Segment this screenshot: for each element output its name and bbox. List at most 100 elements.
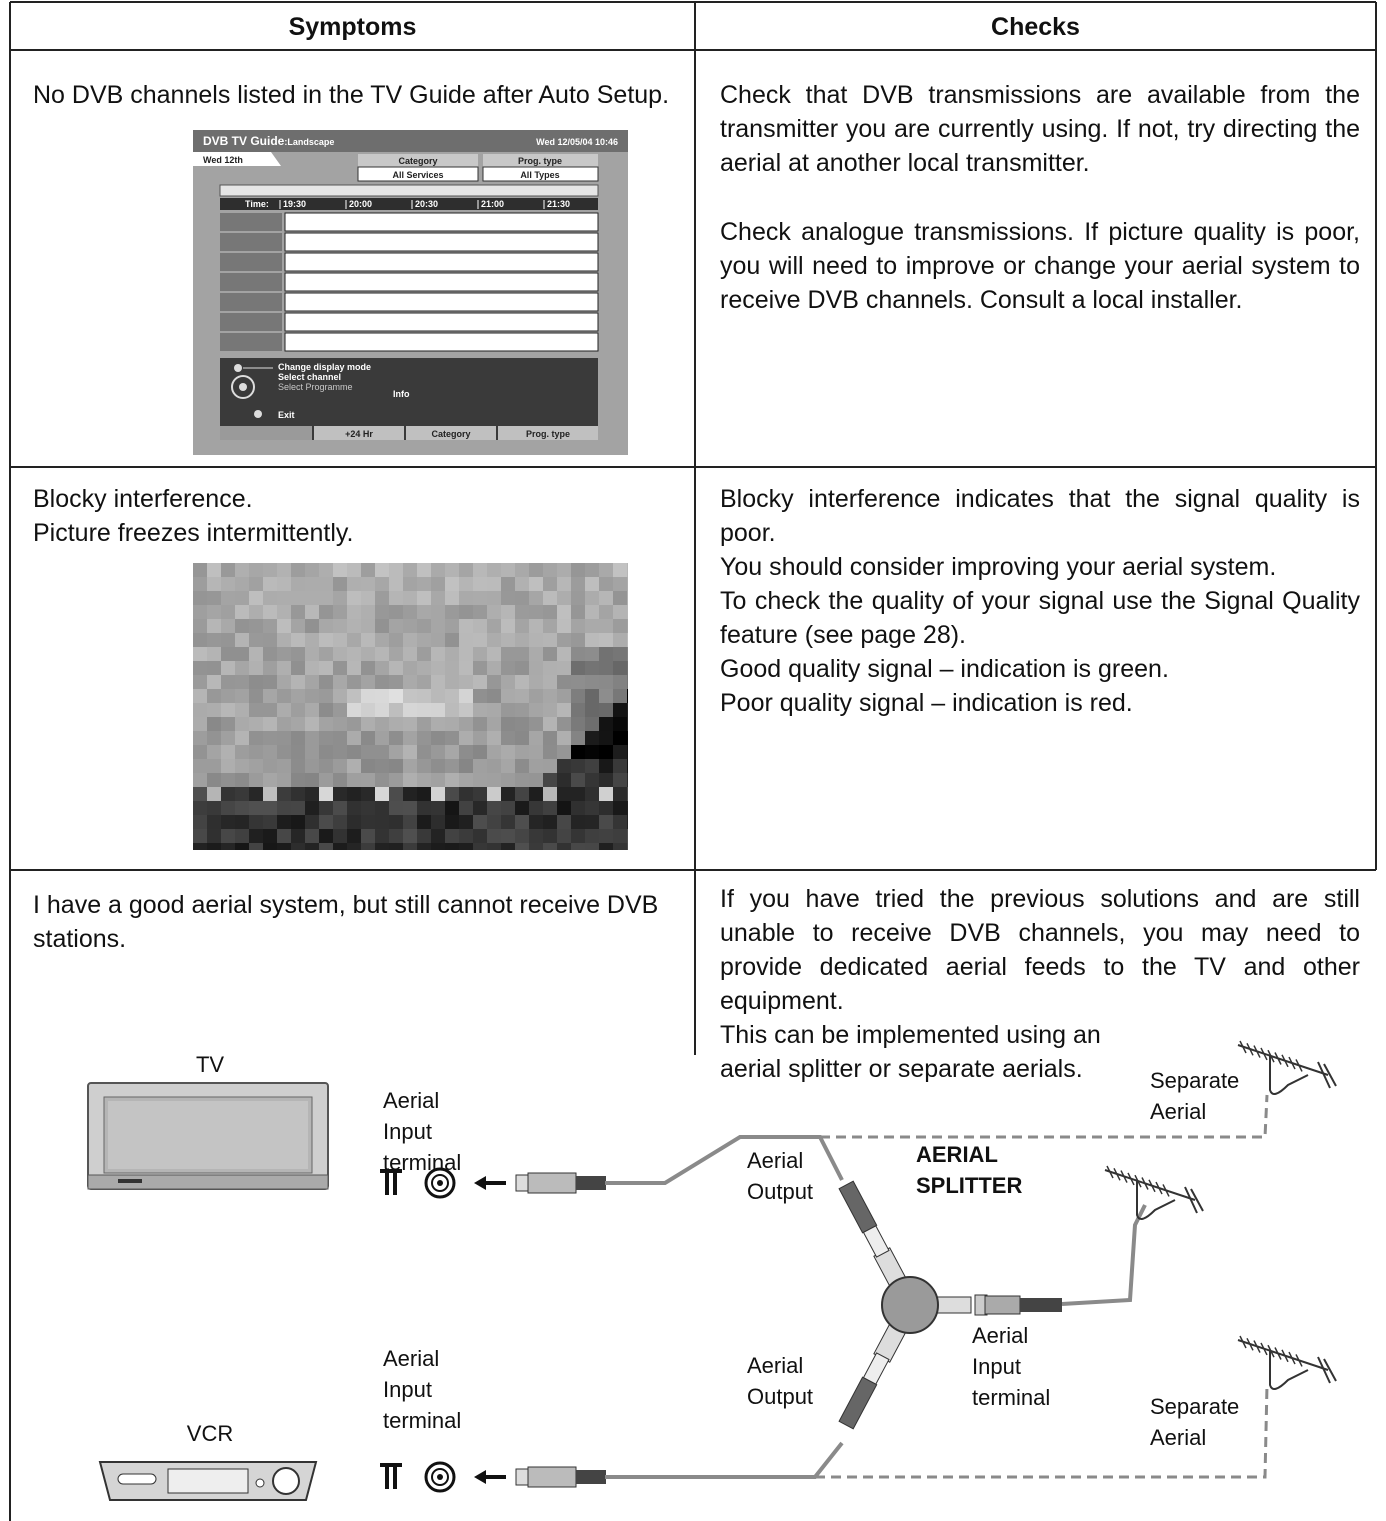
- picture-block: [319, 563, 333, 577]
- picture-block: [417, 577, 431, 591]
- picture-block: [277, 843, 291, 850]
- antenna-element: [1260, 1342, 1268, 1356]
- picture-block: [235, 759, 249, 773]
- picture-block: [627, 563, 628, 577]
- terminal-socket: [437, 1474, 443, 1480]
- picture-block: [459, 577, 473, 591]
- picture-block: [347, 745, 361, 759]
- picture-block: [347, 591, 361, 605]
- guide-legend: Change display mode: [278, 362, 371, 372]
- guide-box: [358, 154, 478, 167]
- guide-channel-cell: [220, 273, 282, 291]
- picture-block: [319, 619, 333, 633]
- picture-block: [543, 563, 557, 577]
- picture-block: [613, 829, 627, 843]
- picture-block: [459, 815, 473, 829]
- picture-block: [599, 815, 613, 829]
- picture-block: [571, 787, 585, 801]
- guide-programme-cell: [284, 292, 599, 312]
- picture-block: [515, 703, 529, 717]
- picture-block: [473, 563, 487, 577]
- picture-block: [207, 661, 221, 675]
- picture-block: [361, 815, 375, 829]
- picture-block: [431, 633, 445, 647]
- picture-block: [627, 577, 628, 591]
- picture-block: [333, 577, 347, 591]
- guide-dot: [234, 364, 242, 372]
- picture-block: [459, 633, 473, 647]
- picture-block: [613, 619, 627, 633]
- picture-block: [515, 591, 529, 605]
- picture-block: [417, 647, 431, 661]
- guide-channel-cell: [220, 333, 282, 351]
- picture-block: [291, 801, 305, 815]
- picture-block: [305, 843, 319, 850]
- plug: [527, 1466, 577, 1488]
- guide-legend: Select channel: [278, 372, 341, 382]
- picture-block: [459, 787, 473, 801]
- splitter: [838, 1180, 1062, 1430]
- picture-block: [249, 647, 263, 661]
- picture-block: [235, 647, 249, 661]
- picture-block: [319, 661, 333, 675]
- picture-block: [375, 843, 389, 850]
- picture-block: [627, 787, 628, 801]
- picture-block: [599, 675, 613, 689]
- guide-time: 20:30: [415, 199, 438, 209]
- picture-block: [375, 633, 389, 647]
- picture-block: [599, 689, 613, 703]
- picture-block: [375, 703, 389, 717]
- picture-block: [375, 717, 389, 731]
- picture-block: [459, 801, 473, 815]
- picture-block: [445, 563, 459, 577]
- plug: [576, 1470, 606, 1484]
- tv-buttons: [118, 1179, 142, 1183]
- picture-block: [347, 801, 361, 815]
- picture-block: [543, 829, 557, 843]
- picture-block: [487, 745, 501, 759]
- guide-legend: Exit: [278, 410, 295, 420]
- vcr-label: VCR: [187, 1421, 233, 1446]
- diagram-label: Aerial: [972, 1323, 1028, 1348]
- picture-block: [571, 661, 585, 675]
- picture-block: [277, 647, 291, 661]
- picture-block: [571, 759, 585, 773]
- picture-block: [403, 731, 417, 745]
- picture-block: [557, 829, 571, 843]
- picture-block: [249, 689, 263, 703]
- picture-block: [473, 605, 487, 619]
- picture-block: [501, 577, 515, 591]
- picture-block: [389, 591, 403, 605]
- picture-block: [487, 633, 501, 647]
- picture-block: [403, 689, 417, 703]
- picture-block: [305, 717, 319, 731]
- guide-dot: [254, 410, 262, 418]
- picture-block: [571, 829, 585, 843]
- picture-block: [515, 801, 529, 815]
- splitter-arm: [935, 1296, 972, 1314]
- picture-block: [207, 787, 221, 801]
- terminal-symbol: [380, 1169, 402, 1195]
- picture-block: [305, 577, 319, 591]
- picture-block: [235, 605, 249, 619]
- picture-block: [543, 843, 557, 850]
- picture-block: [431, 829, 445, 843]
- diagram-label: terminal: [383, 1408, 461, 1433]
- diagram-label: Input: [383, 1377, 432, 1402]
- picture-block: [207, 773, 221, 787]
- picture-block: [613, 591, 627, 605]
- antenna-element: [1239, 1335, 1247, 1349]
- guide-time: 20:00: [349, 199, 372, 209]
- picture-block: [501, 829, 515, 843]
- picture-block: [333, 787, 347, 801]
- picture-block: [557, 801, 571, 815]
- picture-block: [207, 675, 221, 689]
- picture-block: [571, 731, 585, 745]
- picture-block: [487, 773, 501, 787]
- picture-block: [319, 689, 333, 703]
- antenna-element: [1155, 1181, 1163, 1195]
- check: Check that DVB transmissions are availab…: [720, 81, 1360, 177]
- picture-block: [403, 745, 417, 759]
- cable: [605, 1441, 844, 1479]
- picture-block: [557, 633, 571, 647]
